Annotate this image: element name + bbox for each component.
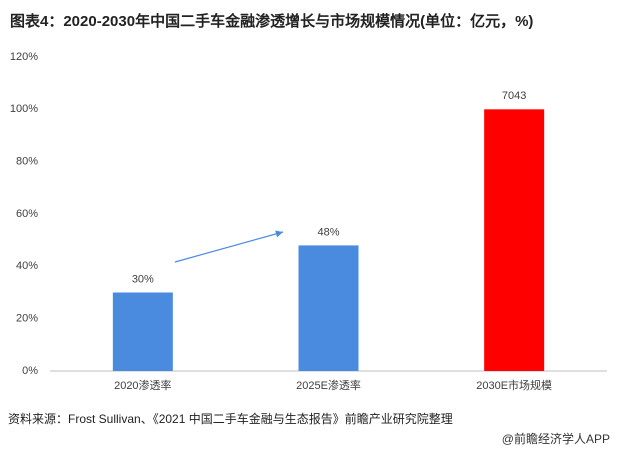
x-tick-label: 2030E市场规模	[476, 378, 552, 392]
source: 资料来源：Frost Sullivan、《2021 中国二手车金融与生态报告》前…	[8, 411, 453, 426]
y-tick-label: 120%	[10, 51, 38, 63]
bar	[484, 109, 545, 371]
chart-title: 图表4：2020-2030年中国二手车金融渗透增长与市场规模情况(单位：亿元，%…	[10, 12, 533, 30]
trend-arrow	[174, 230, 284, 263]
y-tick-label: 40%	[16, 260, 38, 272]
y-tick-label: 100%	[10, 103, 38, 115]
footer: @前瞻经济学人APP	[502, 431, 610, 446]
annotation: 7043	[502, 90, 526, 102]
y-tick-label: 0%	[22, 365, 38, 377]
y-tick-label: 80%	[16, 156, 38, 168]
y-tick-label: 20%	[16, 313, 38, 325]
y-tick-label: 60%	[16, 208, 38, 220]
data-label: 48%	[317, 226, 339, 238]
x-tick-label: 2020渗透率	[114, 378, 171, 392]
bar	[298, 245, 359, 371]
data-label: 30%	[132, 273, 154, 285]
x-tick-label: 2025E渗透率	[296, 378, 361, 392]
bar	[112, 292, 173, 371]
